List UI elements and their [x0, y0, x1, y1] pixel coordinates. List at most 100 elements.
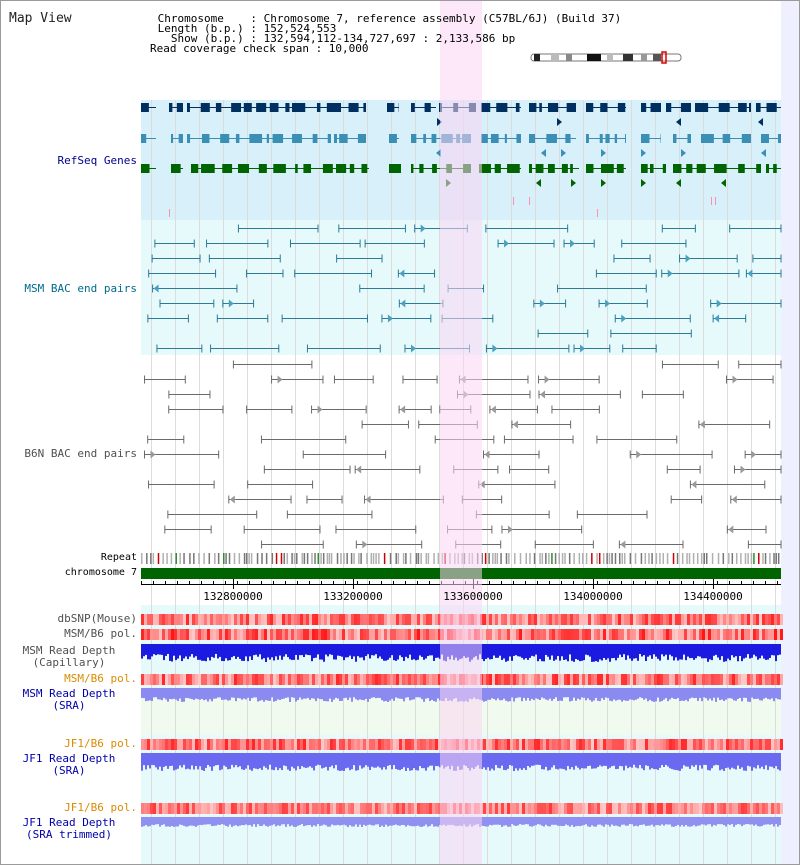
dbsnp-cell: [570, 614, 573, 625]
repeat-mark: [578, 553, 581, 564]
jf1-pol-cell: [372, 739, 375, 750]
jf1-pol-cell: [633, 739, 636, 750]
jf1-depth-sra-bar: [173, 753, 175, 771]
dbsnp-cell: [156, 614, 159, 625]
msm-depth-cap-bar: [553, 644, 555, 661]
jf1-depth-trim-bar: [771, 817, 773, 825]
jf1-pol-trim-cell: [516, 803, 519, 814]
msm-depth-sra-bar: [693, 688, 695, 699]
repeat-mark: [648, 553, 650, 564]
msm-pol-sra-cell: [699, 674, 702, 685]
msm-depth-sra-bar: [681, 688, 683, 701]
jf1-pol-trim-cell: [318, 803, 321, 814]
jf1-pol-trim-cell: [672, 803, 675, 814]
jf1-depth-sra-bar: [145, 753, 147, 770]
jf1-depth-sra-bar: [271, 753, 273, 770]
jf1-depth-sra-bar: [507, 753, 509, 769]
jf1-depth-trim-bar: [173, 817, 175, 827]
jf1-pol-trim-cell: [438, 803, 441, 814]
jf1-depth-sra-bar: [309, 753, 311, 767]
msm-depth-sra-bar: [529, 688, 531, 701]
msm-depth-cap-bar: [299, 644, 301, 656]
jf1-pol-cell: [345, 739, 348, 750]
msm-depth-cap-bar: [493, 644, 495, 656]
msm-depth-cap-bar: [731, 644, 733, 656]
repeat-mark: [383, 553, 386, 564]
msm-depth-cap-bar: [373, 644, 375, 656]
jf1-depth-sra-bar: [217, 753, 219, 765]
jf1-pol-cell: [303, 739, 306, 750]
jf1-depth-sra-bar: [573, 753, 575, 770]
msm-depth-cap-bar: [557, 644, 559, 657]
jf1-depth-sra-bar: [149, 753, 151, 769]
jf1-pol-cell: [495, 739, 498, 750]
repeat-mark: [696, 553, 699, 564]
repeat-mark: [405, 553, 407, 564]
jf1-depth-sra-bar: [299, 753, 301, 770]
jf1-pol-trim-cell: [396, 803, 399, 814]
jf1-pol-trim-cell: [228, 803, 231, 814]
jf1-depth-trim-bar: [645, 817, 647, 827]
jf1-depth-trim-bar: [515, 817, 517, 826]
msm-pol-cell: [678, 629, 681, 640]
msm-depth-sra-bar: [437, 688, 439, 699]
msm-pol-cell: [570, 629, 573, 640]
jf1-pol-trim-cell: [354, 803, 357, 814]
msm-pol-sra-cell: [705, 674, 708, 685]
b6n-bac-label[interactable]: B6N BAC end pairs: [24, 447, 137, 460]
dbsnp-cell: [630, 614, 633, 625]
jf1-depth-sra-bar: [569, 753, 571, 770]
repeat-mark: [170, 553, 173, 564]
jf1-pol-cell: [249, 739, 252, 750]
jf1-pol-trim-cell: [204, 803, 207, 814]
refseq-genes-label[interactable]: RefSeq Genes: [57, 154, 137, 167]
msm-depth-sra-bar: [599, 688, 601, 702]
msm-depth-sra-bar: [493, 688, 495, 699]
msm-depth-sra-bar: [647, 688, 649, 702]
gene-exon: [529, 134, 536, 143]
gene-exon: [201, 134, 210, 143]
msm-pol-cell: [429, 629, 432, 640]
msm-depth-cap-bar: [371, 644, 373, 656]
jf1-pol-trim-cell: [762, 803, 765, 814]
jf1-depth-sra-bar: [357, 753, 359, 771]
dbsnp-cell: [696, 614, 699, 625]
jf1-pol-cell: [606, 739, 609, 750]
jf1-pol-trim-cell: [555, 803, 558, 814]
jf1-depth-trim-bar: [533, 817, 535, 826]
msm-depth-sra-bar: [487, 688, 489, 700]
jf1-depth-sra-bar: [545, 753, 547, 767]
jf1-depth-sra-bar: [677, 753, 679, 771]
msm-pol-cell: [405, 629, 408, 640]
jf1-pol-cell: [483, 739, 486, 750]
msm-depth-cap-bar: [265, 644, 267, 662]
jf1-depth-sra-bar: [497, 753, 499, 768]
msm-depth-cap-bar: [691, 644, 693, 658]
jf1-depth-sra-bar: [501, 753, 503, 766]
msm-bac-label[interactable]: MSM BAC end pairs: [24, 282, 137, 295]
msm-depth-cap-bar: [353, 644, 355, 657]
msm-depth-sra-bar: [507, 688, 509, 702]
msm-pol-sra-cell: [720, 674, 723, 685]
jf1-pol-cell: [270, 739, 273, 750]
msm-pol-cell: [186, 629, 189, 640]
repeat-mark: [150, 553, 152, 564]
jf1-depth-trim-bar: [673, 817, 675, 827]
repeat-mark: [775, 553, 777, 564]
msm-depth-sra-bar: [661, 688, 663, 702]
jf1-pol-cell: [393, 739, 396, 750]
msm-depth-sra-bar: [387, 688, 389, 702]
msm-depth-sra-bar: [363, 688, 365, 701]
msm-pol-cell: [552, 629, 555, 640]
msm-pol-cell: [414, 629, 417, 640]
jf1-depth-sra-bar: [603, 753, 605, 766]
gene-exon: [738, 164, 745, 173]
msm-pol-sra-cell: [759, 674, 762, 685]
msm-pol-cell: [498, 629, 501, 640]
jf1-depth-sra-bar: [369, 753, 371, 770]
repeat-mark: [484, 553, 487, 564]
gene-arrow: [557, 118, 562, 126]
jf1-pol-cell: [174, 739, 177, 750]
repeat-mark: [488, 553, 490, 564]
